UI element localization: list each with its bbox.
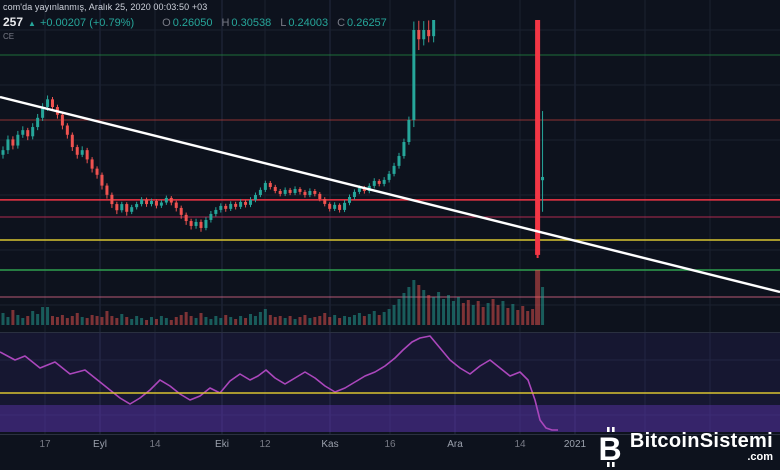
time-axis-label: Eyl <box>93 439 107 450</box>
price-change: +0.00207 (+0.79%) <box>39 17 135 29</box>
volume-bars <box>1 270 545 325</box>
time-axis-label: 14 <box>149 439 161 450</box>
close-value: 0.26257 <box>347 17 387 29</box>
svg-text:B: B <box>598 431 621 467</box>
exchange-fragment: CE <box>3 32 15 41</box>
time-axis-label: Ara <box>447 439 463 450</box>
watermark-text: BitcoinSistemi .com <box>630 431 773 463</box>
open-label: O <box>162 17 171 29</box>
time-axis-label: Eki <box>215 439 229 450</box>
close-label: C <box>337 17 346 29</box>
time-axis-label: 17 <box>39 439 51 450</box>
watermark-tld: .com <box>747 451 773 463</box>
change-up-arrow-icon: ▲ <box>28 19 36 28</box>
time-axis[interactable]: 17 Eyl 14 Eki 12 Kas 16 Ara 14 2021 <box>0 434 780 470</box>
indicator-pane-background <box>0 332 780 432</box>
time-axis-label: Kas <box>321 439 339 450</box>
horizontal-gridlines <box>0 29 780 416</box>
low-value: 0.24003 <box>288 17 329 29</box>
time-axis-label: 16 <box>384 439 396 450</box>
time-axis-label: 14 <box>514 439 526 450</box>
high-label: H <box>221 17 230 29</box>
published-info: com'da yayınlanmış, Aralık 25, 2020 00:0… <box>3 2 208 12</box>
open-value: 0.26050 <box>172 17 213 29</box>
indicator-line <box>0 335 558 431</box>
time-axis-label: 12 <box>259 439 271 450</box>
price-fragment: 257 <box>3 15 24 29</box>
high-value: 0.30538 <box>231 17 272 29</box>
chart-header: com'da yayınlanmış, Aralık 25, 2020 00:0… <box>3 2 387 41</box>
time-axis-label: 2021 <box>563 439 587 450</box>
low-label: L <box>280 17 287 29</box>
candles <box>1 20 545 258</box>
watermark: B BitcoinSistemi .com <box>597 427 773 467</box>
indicator-lower-band <box>0 405 780 432</box>
ohlc-row: 257 ▲ +0.00207 (+0.79%) O 0.26050 H 0.30… <box>3 15 387 29</box>
descending-trendline[interactable] <box>0 95 780 294</box>
watermark-name: BitcoinSistemi <box>629 430 773 452</box>
horizontal-level-lines <box>0 54 780 298</box>
bitcoin-logo-icon: B <box>598 427 621 467</box>
